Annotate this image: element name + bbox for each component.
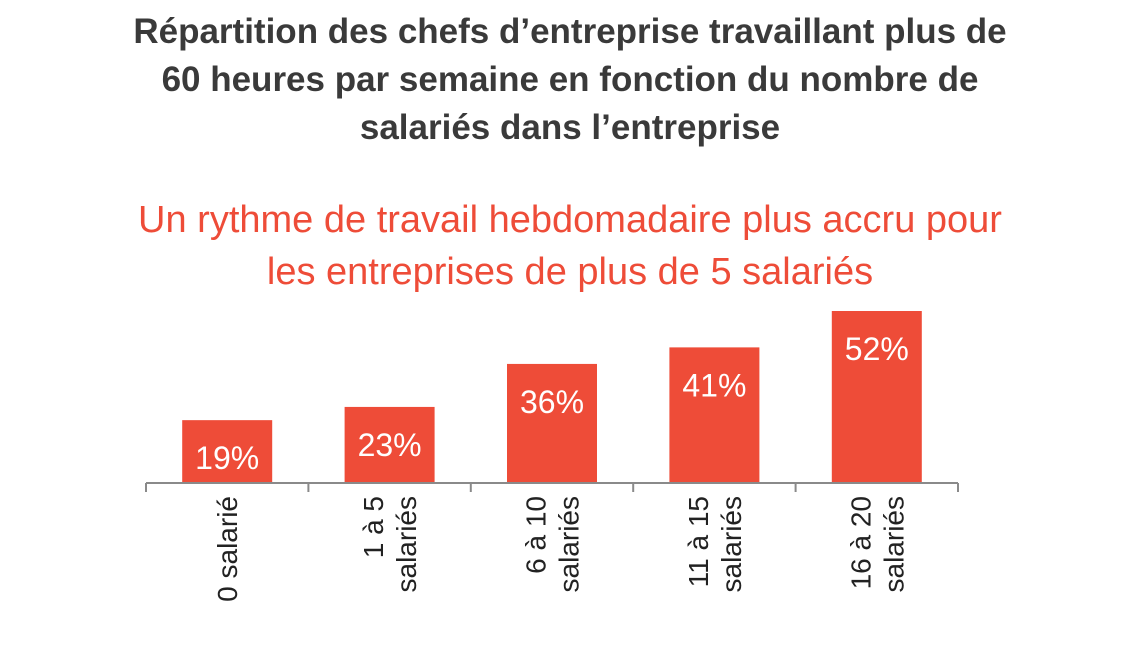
category-labels: 0 salarié 1 à 5 salariés 6 à 10 salariés 11 à…: [212, 496, 909, 602]
category-label-line: 0 salarié: [212, 496, 243, 602]
bar: [831, 311, 922, 483]
category-label: 1 à 5 salariés: [358, 496, 422, 592]
category-label: 0 salarié: [212, 496, 243, 602]
x-axis: [145, 482, 959, 492]
bar-value-label: 36%: [520, 384, 584, 420]
category-label-line: 6 à 10: [521, 496, 552, 574]
category-label: 11 à 15 salariés: [683, 496, 747, 592]
bars-group: 19% 23% 36% 41% 52%: [182, 311, 922, 483]
chart-subtitle: Un rythme de travail hebdomadaire plus a…: [0, 194, 1140, 298]
category-label-line: salariés: [391, 496, 422, 592]
bar-value-label: 52%: [845, 331, 909, 367]
category-label-line: 11 à 15: [683, 496, 714, 587]
chart-title-line: 60 heures par semaine en fonction du nom…: [161, 60, 979, 99]
bar-value-label: 23%: [358, 427, 422, 463]
chart-title-line: Répartition des chefs d’entreprise trava…: [133, 12, 1007, 51]
category-label: 6 à 10 salariés: [521, 496, 585, 592]
chart-subtitle-line: Un rythme de travail hebdomadaire plus a…: [138, 199, 1002, 241]
bar: [669, 347, 760, 483]
category-label-line: salariés: [716, 496, 747, 592]
bar: [507, 363, 597, 483]
bar-value-label: 41%: [682, 367, 746, 403]
chart-title: Répartition des chefs d’entreprise trava…: [0, 8, 1140, 152]
category-label-line: 1 à 5: [358, 496, 389, 558]
bar: [182, 420, 273, 483]
category-label-line: salariés: [554, 496, 585, 592]
category-label: 16 à 20 salariés: [845, 496, 909, 592]
bar: [344, 406, 435, 483]
chart-title-line: salariés dans l’entreprise: [359, 108, 781, 147]
category-label-line: 16 à 20: [845, 496, 876, 589]
bar-value-label: 19%: [195, 440, 259, 476]
chart-subtitle-line: les entreprises de plus de 5 salariés: [266, 251, 874, 293]
category-label-line: salariés: [878, 496, 909, 592]
